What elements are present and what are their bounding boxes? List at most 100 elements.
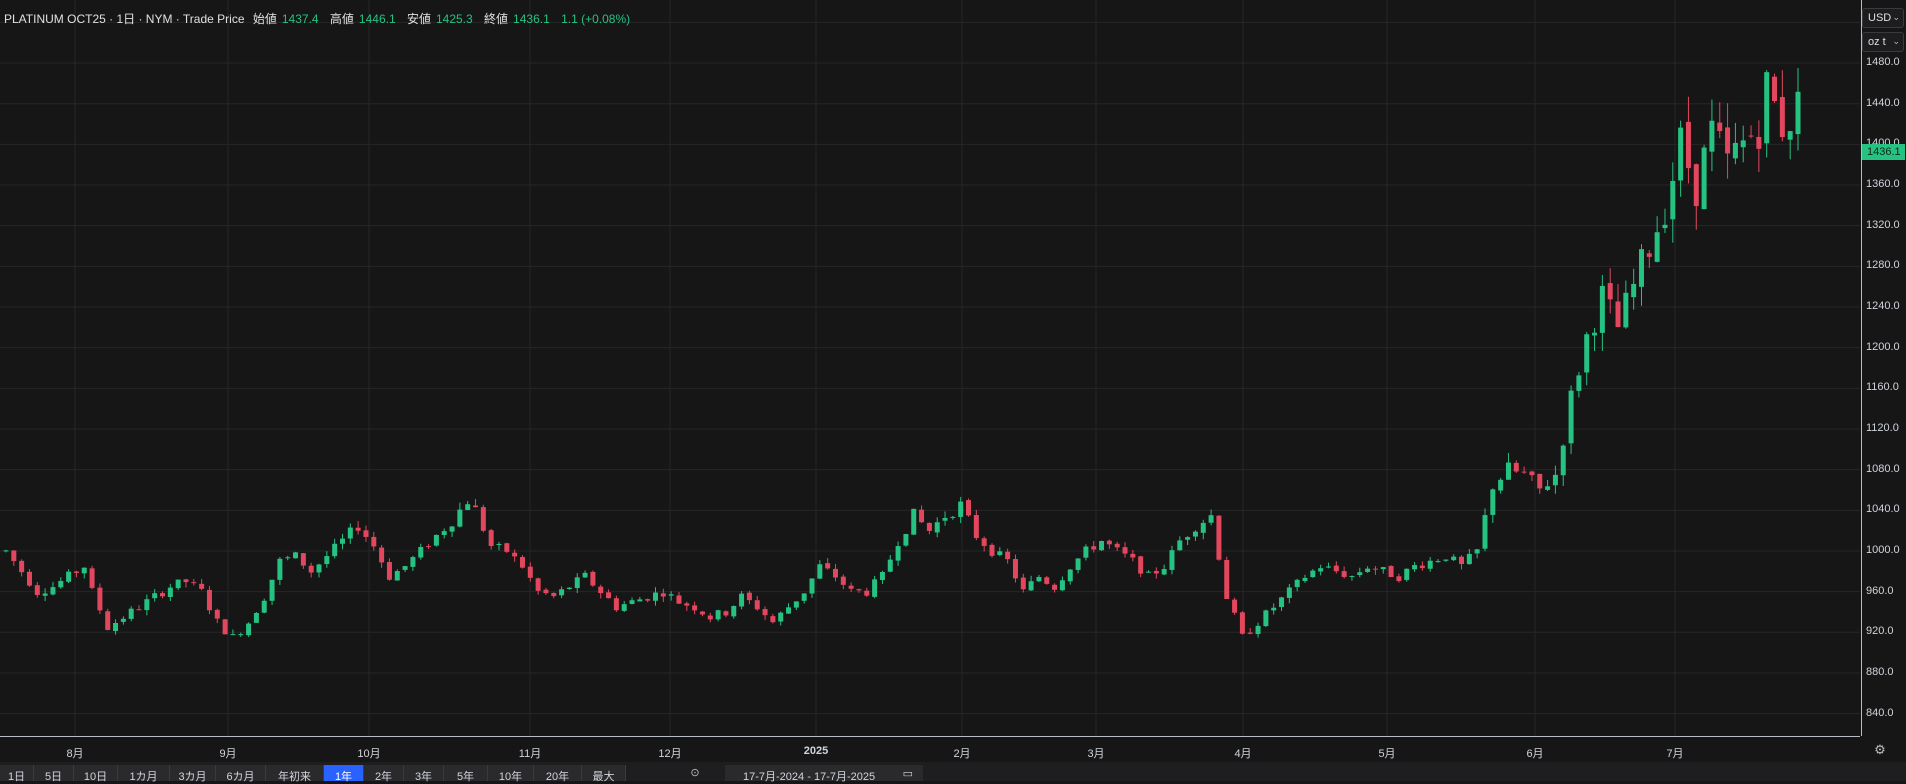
candle-body xyxy=(410,557,416,567)
time-tick-label: 10月 xyxy=(357,748,381,760)
candle-body xyxy=(1365,568,1371,572)
candle-body xyxy=(11,550,17,562)
candle xyxy=(1294,578,1300,592)
candle xyxy=(1701,144,1707,210)
candle xyxy=(238,632,244,637)
candle-body xyxy=(566,587,572,590)
candle-body xyxy=(715,610,721,620)
range-button[interactable]: 10年 xyxy=(488,765,534,783)
zoom-icon[interactable]: ⊙ xyxy=(690,767,700,779)
candle-body xyxy=(1059,580,1065,591)
candle-body xyxy=(1286,587,1292,598)
candle-body xyxy=(97,587,103,611)
candle xyxy=(1419,561,1425,571)
range-button[interactable]: 1カ月 xyxy=(118,765,170,783)
candle-body xyxy=(832,568,838,578)
price-scale[interactable]: 840.0 880.0 920.0 960.0 1000.0 1040.0 1080.0 11… xyxy=(1861,0,1906,736)
candle-body xyxy=(26,571,32,586)
candle-body xyxy=(238,634,244,636)
candle xyxy=(786,603,792,614)
candle xyxy=(519,555,525,569)
range-button[interactable]: 5日 xyxy=(34,765,74,783)
candle xyxy=(473,498,479,508)
candle xyxy=(269,579,275,605)
candle xyxy=(167,583,173,602)
date-from: 17-7月-2024 xyxy=(743,771,805,783)
candle xyxy=(1740,125,1746,163)
candle xyxy=(1083,544,1089,561)
range-button[interactable]: 10日 xyxy=(74,765,118,783)
candle xyxy=(1435,559,1441,563)
range-button[interactable]: 3カ月 xyxy=(170,765,216,783)
candle-body xyxy=(277,558,283,580)
candle xyxy=(676,592,682,605)
time-axis[interactable]: 8月 9月 10月 11月 12月 2025 2月 3月 4月 5月 6月 7月 xyxy=(0,736,1860,762)
candle xyxy=(1333,561,1339,574)
candle-body xyxy=(684,603,690,606)
candle xyxy=(1498,477,1504,494)
candle xyxy=(903,533,909,547)
range-button[interactable]: 年初来 xyxy=(266,765,324,783)
candle-body xyxy=(809,578,815,594)
candle-body xyxy=(394,571,400,581)
candle xyxy=(1106,539,1112,549)
gear-icon[interactable]: ⚙ xyxy=(1874,742,1886,757)
candle xyxy=(81,567,87,579)
candle-body xyxy=(1067,569,1073,582)
candle xyxy=(1192,530,1198,541)
candle-body xyxy=(1772,76,1778,102)
candle xyxy=(371,531,377,551)
candle xyxy=(754,595,760,611)
candle-body xyxy=(230,634,236,636)
chart-area[interactable] xyxy=(0,0,1860,736)
candle xyxy=(1145,570,1151,573)
candle-body xyxy=(128,608,134,619)
high-label: 高値 xyxy=(329,12,354,26)
candle xyxy=(1443,559,1449,562)
candle xyxy=(856,588,862,593)
candle xyxy=(1552,465,1558,494)
candle xyxy=(1490,488,1496,523)
range-button[interactable]: 2年 xyxy=(364,765,404,783)
range-button[interactable]: 5年 xyxy=(444,765,488,783)
candle xyxy=(1302,574,1308,583)
candle-body xyxy=(966,500,972,516)
candle xyxy=(300,552,306,569)
candle-body xyxy=(347,527,353,539)
close-value: 1436.1 xyxy=(513,12,550,26)
candle xyxy=(1263,609,1269,628)
candle-body xyxy=(1419,565,1425,569)
range-button[interactable]: 6カ月 xyxy=(216,765,266,783)
currency-select[interactable]: USD ⌄ xyxy=(1862,8,1904,28)
candle xyxy=(598,584,604,599)
time-tick-label: 5月 xyxy=(1378,748,1396,760)
candle xyxy=(1779,70,1785,142)
candle xyxy=(253,612,259,623)
candle-body xyxy=(512,552,518,557)
range-button[interactable]: 20年 xyxy=(534,765,582,783)
candle-body xyxy=(1513,462,1519,472)
candle-body xyxy=(840,576,846,585)
candle xyxy=(895,541,901,566)
candle xyxy=(1764,70,1770,158)
date-range-picker[interactable]: 17-7月-2024 - 17-7月-2025 ▭ xyxy=(725,765,923,783)
candle-body xyxy=(981,538,987,546)
price-tick-label: 920.0 xyxy=(1866,625,1894,638)
range-button[interactable]: 最大 xyxy=(582,765,626,783)
candle xyxy=(160,591,166,599)
unit-select[interactable]: oz t ⌄ xyxy=(1862,32,1904,52)
candle xyxy=(113,619,119,635)
candle xyxy=(973,509,979,541)
candle-body xyxy=(144,599,150,611)
candle-body xyxy=(590,571,596,586)
candle xyxy=(1357,567,1363,578)
candle xyxy=(1404,568,1410,582)
range-button[interactable]: 3年 xyxy=(404,765,444,783)
candlestick-plot[interactable] xyxy=(0,0,1860,736)
range-button[interactable]: 1日 xyxy=(0,765,34,783)
candle-body xyxy=(1599,285,1605,333)
candle-body xyxy=(801,593,807,601)
range-button[interactable]: 1年 xyxy=(324,765,364,783)
candle-body xyxy=(175,579,181,589)
low-label: 安値 xyxy=(406,12,431,26)
